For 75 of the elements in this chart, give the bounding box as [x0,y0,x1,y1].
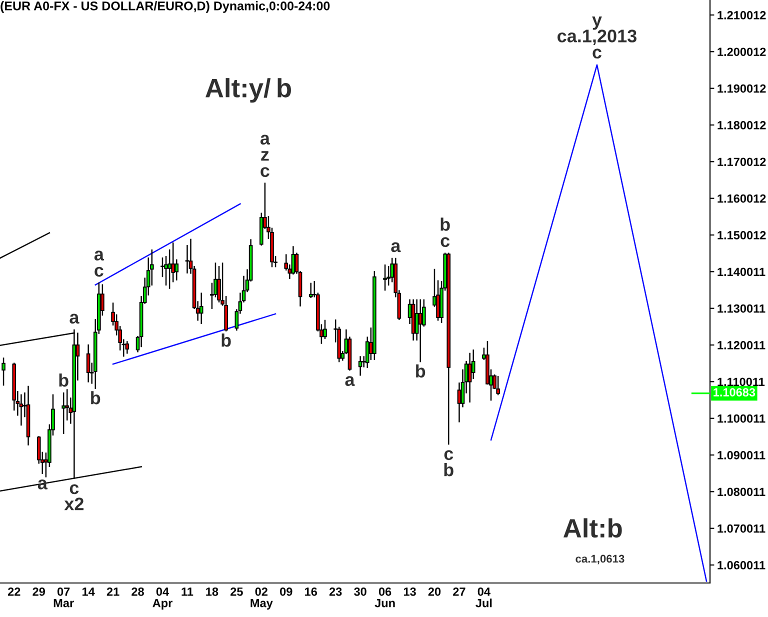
candlestick [65,389,70,420]
x-tick-label: 23 [329,587,342,596]
x-tick-label: 04 Jul [476,587,492,608]
x-tick-label: 22 [8,587,20,596]
y-tick-label: 1.150012 [718,231,766,240]
candlestick [19,394,24,426]
candlestick [383,264,387,291]
candlestick [291,246,296,275]
x-tick-label: 09 [280,587,292,596]
x-tick-label: 13 [404,587,416,596]
x-tick-label: 14 [82,588,95,596]
annotation: c b [444,450,454,476]
annotation: b [278,78,291,98]
y-tick-label: 1.070011 [718,524,766,533]
candlestick [468,352,472,402]
y-tick-label: 1.120011 [718,341,766,350]
x-tick-label: 07 Mar [54,587,74,608]
annotation: b [91,391,100,404]
annotation: Alt:b [563,518,622,538]
annotation: b [416,364,426,378]
annotation: y ca.1,2013 c [558,16,636,59]
y-tick-label: 1.060011 [718,561,766,570]
annotation: a [391,242,401,252]
y-tick-label: 1.110011 [718,378,765,386]
candlestick [2,358,6,386]
y-tick-label: 1.080011 [718,488,766,496]
annotation: b [59,373,68,387]
x-tick-label: 11 [182,588,194,596]
x-tick-label: 27 [453,587,466,596]
candlestick [418,299,422,362]
ref-line-label: 1.10683 [714,388,756,397]
y-tick-label: 1.180012 [718,121,766,130]
candlestick [160,258,164,278]
y-tick-label: 1.200012 [718,48,766,56]
candlestick [168,249,172,289]
x-tick-label: 18 [206,587,218,596]
annotation: c x2 [64,484,84,510]
x-tick-label: 21 [106,587,120,596]
x-tick-label: 06 Jun [374,587,395,608]
annotation: Alt:y/ [206,78,271,103]
y-tick-label: 1.210012 [718,11,766,20]
y-tick-label: 1.100011 [718,414,766,423]
annotation: b c [440,218,450,248]
x-tick-label: 25 [230,587,243,596]
candlestick [164,256,168,286]
x-tick-label: 28 [132,587,144,596]
x-tick-label: 02 May [250,587,273,610]
annotation: b [222,334,231,347]
candlestick [308,282,313,298]
annotation: a z c [260,134,270,177]
candlestick [457,382,462,422]
annotation: a [70,314,80,324]
y-tick-label: 1.160012 [718,194,766,203]
candlestick [86,344,90,382]
candlestick [496,376,500,396]
annotation: a c [94,250,104,277]
y-tick-label: 1.170012 [718,158,766,166]
x-tick-label: 29 [32,587,45,596]
annotation: a [345,376,355,386]
y-tick-label: 1.190012 [718,84,766,93]
x-tick-label: 30 [354,587,366,596]
x-tick-label: 20 [428,587,441,596]
x-tick-label: 04 Apr [152,587,172,610]
candlestick [62,392,66,434]
chart-title: (EUR A0-FX - US DOLLAR/EURO,D) Dynamic,0:00-24:00 [0,1,330,13]
candlestick [217,266,221,302]
y-tick-label: 1.090011 [718,451,766,460]
x-tick-label: 16 [305,587,317,596]
y-tick-label: 1.140011 [718,268,766,276]
candlestick [199,292,204,324]
y-tick-label: 1.130011 [718,304,766,313]
candlestick [125,341,130,354]
candlestick [174,259,179,280]
candlestick [358,356,362,376]
annotation: ca.1,0613 [576,554,624,564]
